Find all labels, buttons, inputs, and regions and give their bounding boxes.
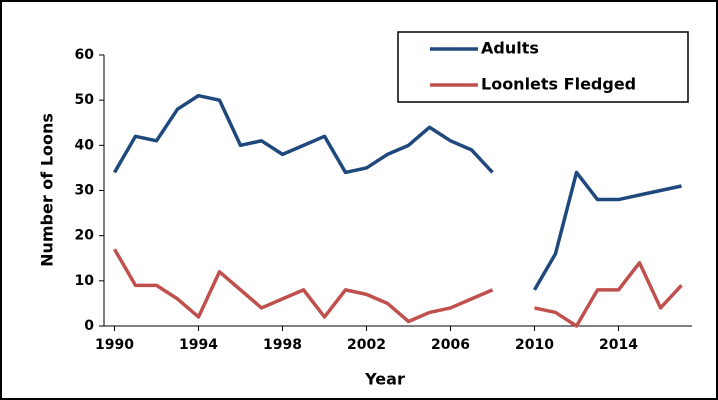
y-tick-label: 0 [84, 318, 94, 334]
series-line [112, 248, 683, 328]
y-tick-label: 60 [75, 47, 95, 63]
x-tick-label: 2002 [347, 337, 386, 353]
x-axis-label: Year [364, 370, 405, 389]
x-tick-label: 1998 [263, 337, 302, 353]
legend-box [397, 31, 689, 103]
x-tick-label: 2006 [431, 337, 470, 353]
series-line [112, 93, 682, 291]
legend-label: Adults [481, 39, 539, 58]
y-tick-label: 30 [75, 183, 95, 199]
x-tick-label: 1994 [179, 337, 218, 353]
y-tick-label: 20 [75, 228, 95, 244]
y-tick-label: 50 [75, 92, 95, 108]
x-tick-label: 2014 [599, 337, 638, 353]
y-tick-label: 10 [75, 273, 95, 289]
y-axis-label: Number of Loons [38, 113, 57, 267]
x-tick-label: 1990 [95, 337, 134, 353]
x-tick-label: 2010 [515, 337, 554, 353]
legend-label: Loonlets Fledged [481, 75, 636, 94]
y-tick-label: 40 [75, 137, 95, 153]
